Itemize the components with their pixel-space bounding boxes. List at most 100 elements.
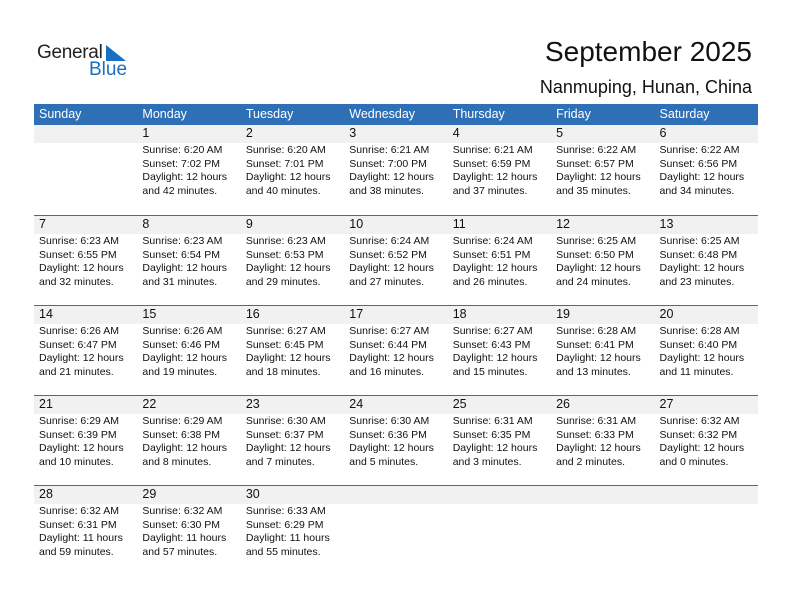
sunset-text: Sunset: 6:46 PM bbox=[142, 338, 221, 351]
day-number: 5 bbox=[556, 126, 564, 140]
day-details: Sunrise: 6:24 AM Sunset: 6:51 PM Daylight:… bbox=[453, 235, 538, 289]
daylight-text: Daylight: 12 hours bbox=[349, 262, 434, 274]
weekday-tuesday: Tuesday bbox=[245, 107, 294, 121]
sunset-text: Sunset: 6:52 PM bbox=[349, 248, 427, 261]
daylight-text: Daylight: 12 hours bbox=[39, 352, 124, 364]
sunrise-text: Sunrise: 6:21 AM bbox=[349, 144, 430, 156]
date-strip bbox=[34, 125, 758, 143]
daylight-text: Daylight: 12 hours bbox=[245, 171, 331, 183]
day-number: 6 bbox=[659, 126, 667, 140]
sunset-text: Sunset: 6:32 PM bbox=[659, 428, 738, 441]
day-cell: 11 Sunrise: 6:24 AM Sunset: 6:51 PM Dayligh… bbox=[448, 216, 551, 306]
daylight-text: Daylight: 12 hours bbox=[245, 352, 331, 364]
week-row: 7 Sunrise: 6:23 AM Sunset: 6:55 PM Daylight… bbox=[34, 215, 758, 306]
sunrise-text: Sunrise: 6:23 AM bbox=[39, 235, 119, 247]
generalblue-logo: General Blue bbox=[37, 42, 132, 82]
day-details: Sunrise: 6:24 AM Sunset: 6:52 PM Daylight:… bbox=[349, 235, 434, 289]
day-cell: 20 Sunrise: 6:28 AM Sunset: 6:40 PM Dayligh… bbox=[655, 306, 758, 396]
day-cell: 10 Sunrise: 6:24 AM Sunset: 6:52 PM Dayligh… bbox=[344, 216, 447, 306]
day-cell: 14 Sunrise: 6:26 AM Sunset: 6:47 PM Dayligh… bbox=[34, 306, 137, 396]
daylight-minutes-text: and 0 minutes. bbox=[659, 455, 729, 468]
day-details: Sunrise: 6:28 AM Sunset: 6:40 PM Daylight:… bbox=[660, 325, 745, 379]
day-number: 15 bbox=[142, 307, 157, 321]
sunrise-text: Sunrise: 6:21 AM bbox=[452, 144, 533, 156]
day-details: Sunrise: 6:23 AM Sunset: 6:54 PM Daylight:… bbox=[142, 235, 227, 289]
day-number: 24 bbox=[349, 397, 364, 411]
day-cell: 15 Sunrise: 6:26 AM Sunset: 6:46 PM Dayligh… bbox=[137, 306, 240, 396]
day-details: Sunrise: 6:27 AM Sunset: 6:43 PM Daylight:… bbox=[453, 325, 538, 379]
sunrise-text: Sunrise: 6:20 AM bbox=[245, 144, 326, 156]
day-number: 19 bbox=[556, 307, 571, 321]
sunset-text: Sunset: 6:35 PM bbox=[452, 428, 531, 441]
sunrise-text: Sunrise: 6:32 AM bbox=[39, 505, 119, 517]
daylight-minutes-text: and 35 minutes. bbox=[556, 184, 631, 197]
daylight-text: Daylight: 12 hours bbox=[659, 262, 745, 274]
daylight-minutes-text: and 59 minutes. bbox=[39, 545, 114, 558]
sunrise-text: Sunrise: 6:24 AM bbox=[452, 235, 533, 247]
sunrise-text: Sunrise: 6:23 AM bbox=[142, 235, 223, 247]
weekday-sunday: Sunday bbox=[39, 107, 82, 121]
day-cell: 22 Sunrise: 6:29 AM Sunset: 6:38 PM Dayligh… bbox=[137, 396, 240, 486]
daylight-minutes-text: and 16 minutes. bbox=[349, 365, 424, 378]
daylight-text: Daylight: 12 hours bbox=[452, 262, 538, 274]
day-number: 2 bbox=[245, 126, 253, 140]
day-details: Sunrise: 6:29 AM Sunset: 6:39 PM Daylight:… bbox=[39, 415, 124, 469]
daylight-minutes-text: and 18 minutes. bbox=[245, 365, 321, 378]
day-number: 22 bbox=[142, 397, 157, 411]
day-cell: 25 Sunrise: 6:31 AM Sunset: 6:35 PM Dayligh… bbox=[448, 396, 551, 486]
sunset-text: Sunset: 6:37 PM bbox=[245, 428, 324, 441]
day-number: 17 bbox=[349, 307, 364, 321]
sunrise-text: Sunrise: 6:30 AM bbox=[349, 415, 430, 427]
day-number: 28 bbox=[39, 487, 53, 501]
day-details: Sunrise: 6:22 AM Sunset: 6:57 PM Daylight:… bbox=[556, 144, 641, 198]
empty-cell bbox=[551, 486, 654, 576]
sunset-text: Sunset: 6:39 PM bbox=[39, 428, 117, 441]
sunrise-text: Sunrise: 6:33 AM bbox=[245, 505, 326, 517]
daylight-minutes-text: and 40 minutes. bbox=[245, 184, 321, 197]
daylight-text: Daylight: 12 hours bbox=[142, 352, 228, 364]
daylight-minutes-text: and 38 minutes. bbox=[349, 184, 424, 197]
sunset-text: Sunset: 7:01 PM bbox=[245, 157, 324, 170]
day-details: Sunrise: 6:26 AM Sunset: 6:46 PM Daylight:… bbox=[142, 325, 227, 379]
day-cell: 26 Sunrise: 6:31 AM Sunset: 6:33 PM Dayligh… bbox=[551, 396, 654, 486]
day-number: 25 bbox=[452, 397, 467, 411]
day-details: Sunrise: 6:31 AM Sunset: 6:35 PM Daylight:… bbox=[453, 415, 538, 469]
daylight-minutes-text: and 11 minutes. bbox=[659, 365, 734, 378]
daylight-text: Daylight: 12 hours bbox=[349, 442, 434, 454]
sunrise-text: Sunrise: 6:30 AM bbox=[245, 415, 326, 427]
day-details: Sunrise: 6:33 AM Sunset: 6:29 PM Daylight:… bbox=[246, 505, 330, 559]
day-details: Sunrise: 6:30 AM Sunset: 6:36 PM Daylight:… bbox=[349, 415, 434, 469]
daylight-text: Daylight: 12 hours bbox=[39, 442, 124, 454]
sunset-text: Sunset: 6:45 PM bbox=[245, 338, 324, 351]
daylight-minutes-text: and 10 minutes. bbox=[39, 455, 114, 468]
sunrise-text: Sunrise: 6:20 AM bbox=[142, 144, 223, 156]
day-cell: 6 Sunrise: 6:22 AM Sunset: 6:56 PM Daylight… bbox=[655, 125, 758, 215]
sunset-text: Sunset: 6:44 PM bbox=[349, 338, 427, 351]
daylight-text: Daylight: 12 hours bbox=[452, 352, 538, 364]
day-number: 20 bbox=[659, 307, 674, 321]
sunrise-text: Sunrise: 6:25 AM bbox=[556, 235, 637, 247]
daylight-minutes-text: and 57 minutes. bbox=[142, 545, 218, 558]
sunrise-text: Sunrise: 6:29 AM bbox=[142, 415, 223, 427]
sunrise-text: Sunrise: 6:27 AM bbox=[245, 325, 326, 337]
weekday-monday: Monday bbox=[142, 107, 187, 121]
daylight-minutes-text: and 27 minutes. bbox=[349, 275, 424, 288]
daylight-text: Daylight: 12 hours bbox=[245, 262, 331, 274]
week-row: 28 Sunrise: 6:32 AM Sunset: 6:31 PM Dayligh… bbox=[34, 485, 758, 576]
day-details: Sunrise: 6:22 AM Sunset: 6:56 PM Daylight:… bbox=[660, 144, 745, 198]
location: Nanmuping, Hunan, China bbox=[539, 77, 752, 97]
page-title: September 2025 bbox=[544, 36, 752, 67]
day-cell: 28 Sunrise: 6:32 AM Sunset: 6:31 PM Dayligh… bbox=[34, 486, 137, 576]
daylight-text: Daylight: 12 hours bbox=[142, 442, 228, 454]
weekday-wednesday: Wednesday bbox=[349, 107, 416, 121]
daylight-minutes-text: and 7 minutes. bbox=[245, 455, 315, 468]
day-details: Sunrise: 6:21 AM Sunset: 7:00 PM Daylight:… bbox=[349, 144, 434, 198]
daylight-text: Daylight: 12 hours bbox=[349, 352, 434, 364]
date-strip bbox=[34, 216, 758, 234]
sunrise-text: Sunrise: 6:32 AM bbox=[659, 415, 740, 427]
daylight-minutes-text: and 3 minutes. bbox=[452, 455, 522, 468]
day-details: Sunrise: 6:21 AM Sunset: 6:59 PM Daylight:… bbox=[453, 144, 538, 198]
daylight-minutes-text: and 34 minutes. bbox=[659, 184, 735, 197]
daylight-minutes-text: and 5 minutes. bbox=[349, 455, 419, 468]
day-cell: 17 Sunrise: 6:27 AM Sunset: 6:44 PM Dayligh… bbox=[344, 306, 447, 396]
